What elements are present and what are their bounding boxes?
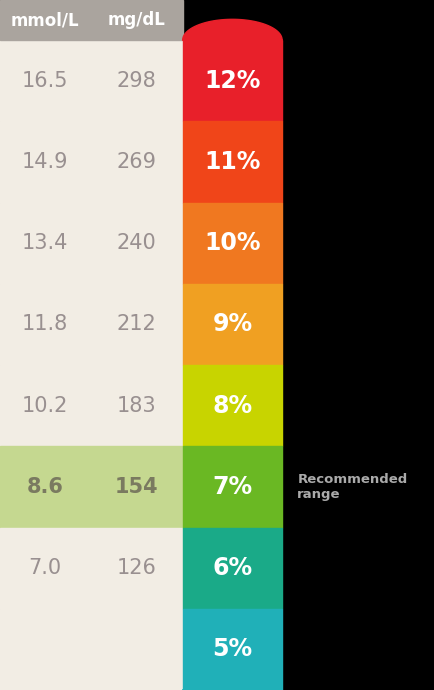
- Text: 240: 240: [117, 233, 156, 253]
- Bar: [183, 609, 282, 690]
- Text: 9%: 9%: [212, 313, 253, 337]
- Text: 5%: 5%: [212, 638, 253, 662]
- Bar: [0, 0, 183, 40]
- Text: 212: 212: [117, 315, 156, 335]
- Text: 7%: 7%: [212, 475, 253, 499]
- Bar: [0, 365, 183, 446]
- Bar: [183, 284, 282, 365]
- Text: 12%: 12%: [204, 68, 260, 92]
- Text: 11%: 11%: [204, 150, 260, 174]
- Bar: [0, 284, 183, 365]
- Text: 10%: 10%: [204, 231, 261, 255]
- Text: 16.5: 16.5: [22, 70, 69, 90]
- Bar: [183, 365, 282, 446]
- Polygon shape: [183, 19, 282, 40]
- Bar: [0, 446, 183, 528]
- Text: 126: 126: [117, 558, 156, 578]
- Text: 11.8: 11.8: [22, 315, 68, 335]
- Bar: [0, 203, 183, 284]
- Text: 183: 183: [117, 395, 156, 415]
- Text: 269: 269: [116, 152, 157, 172]
- Bar: [183, 203, 282, 284]
- Text: 8%: 8%: [212, 393, 253, 417]
- Text: 154: 154: [115, 477, 158, 497]
- Text: mg/dL: mg/dL: [108, 11, 165, 29]
- Text: 13.4: 13.4: [22, 233, 68, 253]
- Bar: [0, 121, 183, 203]
- Bar: [183, 446, 282, 528]
- Text: mmol/L: mmol/L: [11, 11, 79, 29]
- Bar: [0, 40, 183, 121]
- Text: 298: 298: [117, 70, 156, 90]
- Text: 10.2: 10.2: [22, 395, 68, 415]
- Bar: [0, 527, 183, 609]
- Bar: [0, 609, 183, 690]
- Text: 8.6: 8.6: [27, 477, 63, 497]
- Text: 6%: 6%: [212, 556, 253, 580]
- Bar: [183, 40, 282, 121]
- Text: Recommended
range: Recommended range: [297, 473, 408, 501]
- Bar: [183, 527, 282, 609]
- Bar: [183, 121, 282, 203]
- Text: 7.0: 7.0: [29, 558, 62, 578]
- Text: 14.9: 14.9: [22, 152, 69, 172]
